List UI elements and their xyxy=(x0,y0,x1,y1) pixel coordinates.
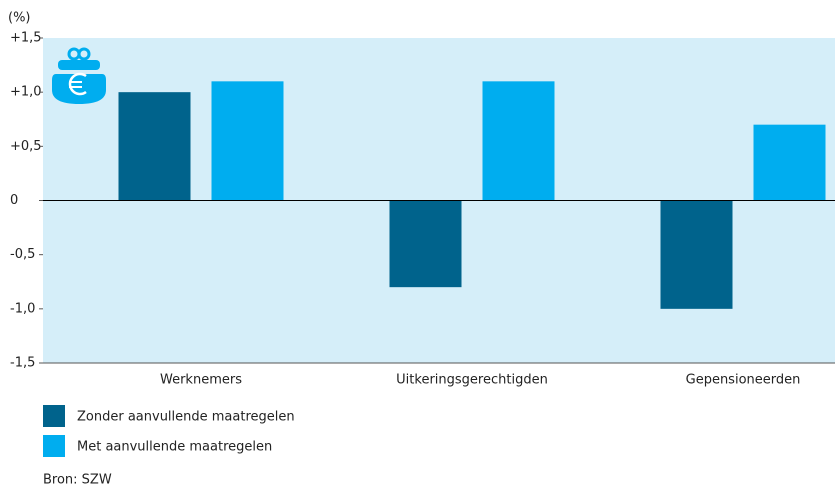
y-tick-label: +1,0 xyxy=(10,85,42,100)
x-tick-label: Werknemers xyxy=(160,373,242,388)
y-tick-label: +0,5 xyxy=(10,139,42,154)
unit-label: (%) xyxy=(8,11,31,26)
legend-swatch xyxy=(43,405,65,427)
x-tick-label: Uitkeringsgerechtigden xyxy=(396,373,548,388)
y-tick-label: -0,5 xyxy=(10,247,35,262)
bar xyxy=(482,81,555,201)
purse-icon xyxy=(52,47,106,104)
bar xyxy=(118,92,191,201)
bar xyxy=(389,200,462,288)
source: Bron: SZW xyxy=(43,473,112,488)
y-tick-label: -1,5 xyxy=(10,356,35,371)
legend-label: Met aanvullende maatregelen xyxy=(77,440,272,455)
bar xyxy=(660,200,733,309)
x-tick-label: Gepensioneerden xyxy=(686,373,801,388)
legend-swatch xyxy=(43,435,65,457)
y-tick-label: +1,5 xyxy=(10,31,42,46)
y-tick-label: 0 xyxy=(10,193,18,208)
y-tick-label: -1,0 xyxy=(10,301,35,316)
bar xyxy=(211,81,284,201)
bar xyxy=(753,124,826,201)
legend-label: Zonder aanvullende maatregelen xyxy=(77,410,295,425)
